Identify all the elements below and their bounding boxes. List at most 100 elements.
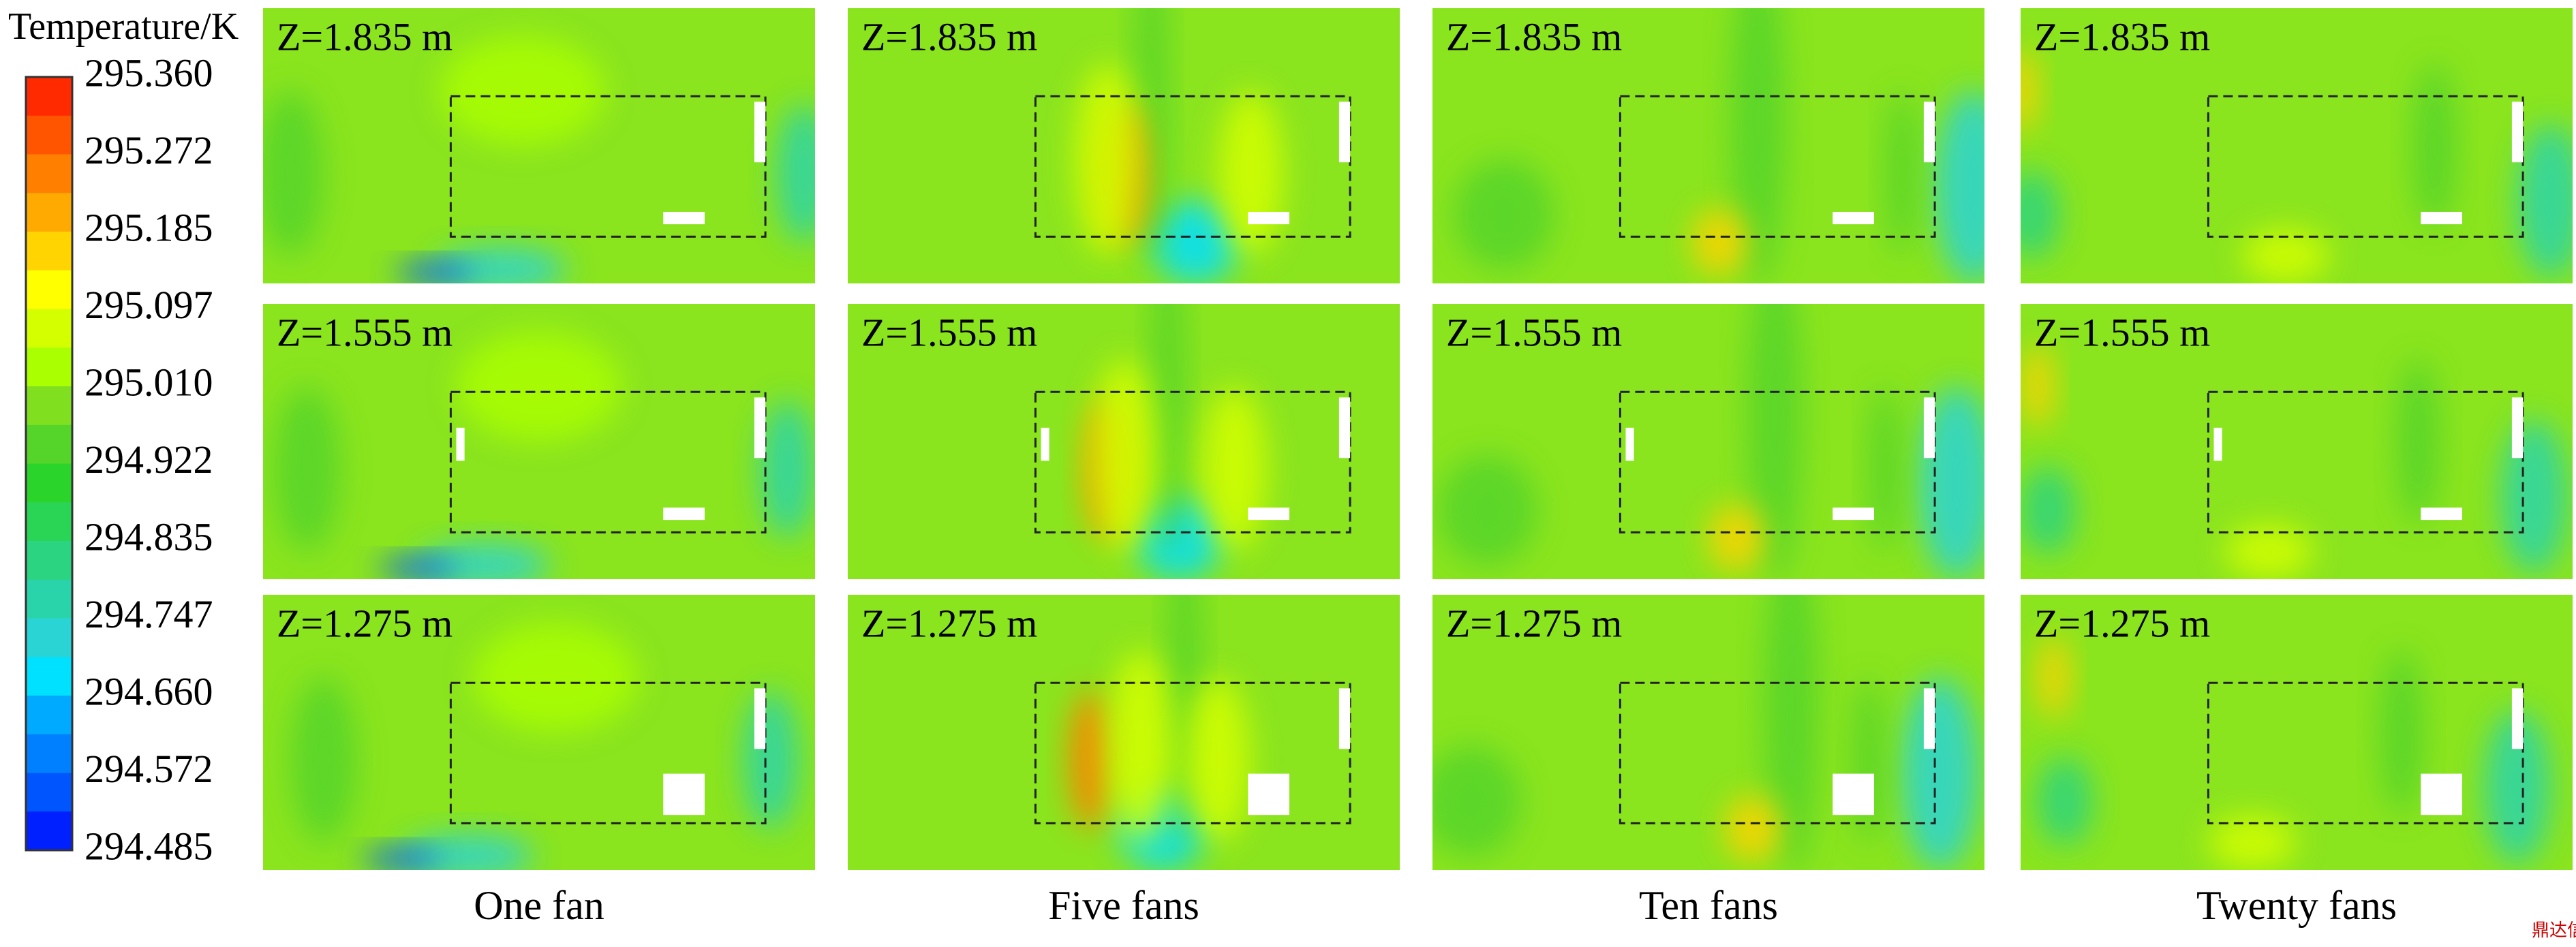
contour-region: [2500, 419, 2567, 574]
contour-panel: Z=1.835 m: [263, 8, 815, 283]
obstacle: [1625, 427, 1634, 461]
contour-region: [1107, 649, 1174, 843]
contour-region: [2037, 636, 2070, 719]
colorbar-tick-label: 294.835: [85, 514, 213, 559]
contour-region: [1885, 91, 1918, 256]
contour-region: [1901, 677, 1979, 870]
colorbar-tick-label: 294.485: [85, 824, 213, 868]
obstacle: [1338, 102, 1351, 163]
colorbar-band: [26, 386, 72, 426]
obstacle: [2511, 397, 2524, 459]
watermark: 鼎达信: [2532, 920, 2576, 940]
colorbar-band: [26, 734, 72, 773]
obstacle: [1041, 427, 1049, 461]
colorbar-band: [26, 309, 72, 348]
ship-outline: [449, 390, 767, 533]
contour-region: [2241, 228, 2330, 283]
column-label: Ten fans: [1639, 883, 1778, 928]
panel-body: [263, 304, 815, 579]
panel-label: Z=1.555 m: [861, 310, 1037, 354]
contour-region: [1454, 159, 1554, 270]
contour-panel: Z=1.275 m: [263, 595, 815, 870]
contour-region: [1730, 8, 1786, 283]
ship-outline: [2207, 681, 2524, 824]
colorbar-tick-label: 295.185: [85, 205, 213, 249]
contour-region: [1852, 677, 1886, 843]
panel-label: Z=1.275 m: [277, 601, 453, 645]
colorbar-tick-label: 295.097: [85, 283, 213, 327]
contour-panel: Z=1.835 m: [1432, 8, 1984, 283]
panel-label: Z=1.555 m: [2034, 310, 2210, 354]
obstacle: [754, 688, 766, 749]
contour-region: [2021, 49, 2038, 132]
contour-region: [1438, 455, 1537, 565]
contour-region: [2379, 649, 2424, 816]
colorbar-band: [26, 347, 72, 387]
ship-outline: [1034, 681, 1351, 824]
colorbar-band: [26, 811, 72, 851]
obstacle: [663, 211, 705, 225]
panel-label: Z=1.835 m: [277, 14, 453, 59]
ship-outline: [449, 95, 767, 238]
contour-region: [2517, 123, 2573, 278]
obstacle: [2511, 102, 2524, 163]
panel-label: Z=1.835 m: [1446, 14, 1622, 59]
colorbar-tick-label: 294.572: [85, 747, 213, 791]
ship-outline: [1034, 95, 1351, 238]
contour-region: [2021, 345, 2054, 428]
colorbar-band: [26, 154, 72, 193]
contour-region: [362, 848, 440, 870]
ship-outline: [2207, 95, 2524, 238]
panel-body: [848, 595, 1400, 870]
panel-label: Z=1.835 m: [2034, 14, 2210, 59]
obstacle: [1248, 773, 1289, 816]
colorbar-band: [26, 115, 72, 155]
panel-body: [1432, 595, 1984, 870]
panel-label: Z=1.835 m: [861, 14, 1037, 59]
obstacle: [2421, 211, 2462, 225]
obstacle: [663, 507, 705, 521]
contour-region: [2395, 358, 2440, 525]
contour-region: [2412, 63, 2457, 229]
contour-region: [760, 400, 815, 538]
colorbar-tick-label: 294.660: [85, 669, 213, 713]
colorbar-band: [26, 657, 72, 696]
contour-region: [2208, 815, 2297, 870]
contour-region: [2021, 170, 2059, 259]
ship-outline: [2207, 390, 2524, 533]
contour-region: [456, 331, 622, 441]
contour-region: [440, 35, 606, 146]
panel-body: [263, 8, 815, 283]
obstacle: [456, 427, 465, 461]
panel-body: [1432, 304, 1984, 579]
contour-panel: Z=1.275 m: [848, 595, 1400, 870]
contour-region: [472, 622, 639, 732]
ship-outline: [1619, 390, 1936, 533]
contour-region: [1151, 304, 1185, 552]
contour-panel: Z=1.275 m: [2021, 595, 2573, 870]
obstacle: [1833, 211, 1874, 225]
obstacle: [1923, 688, 1935, 749]
obstacle: [1338, 688, 1351, 749]
colorbar-band: [26, 232, 72, 271]
contour-region: [1090, 358, 1157, 552]
obstacle: [1923, 397, 1935, 459]
colorbar-band: [26, 773, 72, 812]
column-label: Five fans: [1048, 883, 1199, 928]
contour-panel: Z=1.835 m: [2021, 8, 2573, 283]
colorbar-band: [26, 618, 72, 657]
contour-region: [274, 386, 341, 552]
contour-region: [379, 557, 457, 579]
obstacle: [1338, 397, 1351, 459]
panel-label: Z=1.275 m: [2034, 601, 2210, 645]
column-label: One fan: [474, 883, 604, 928]
obstacle: [1248, 507, 1289, 521]
colorbar-band: [26, 579, 72, 619]
colorbar-title: Temperature/K: [8, 5, 239, 48]
panel-body: [1432, 8, 1984, 283]
contour-region: [2484, 710, 2551, 865]
colorbar-tick-label: 295.010: [85, 360, 213, 404]
contour-region: [1691, 208, 1747, 275]
panel-label: Z=1.555 m: [277, 310, 453, 354]
